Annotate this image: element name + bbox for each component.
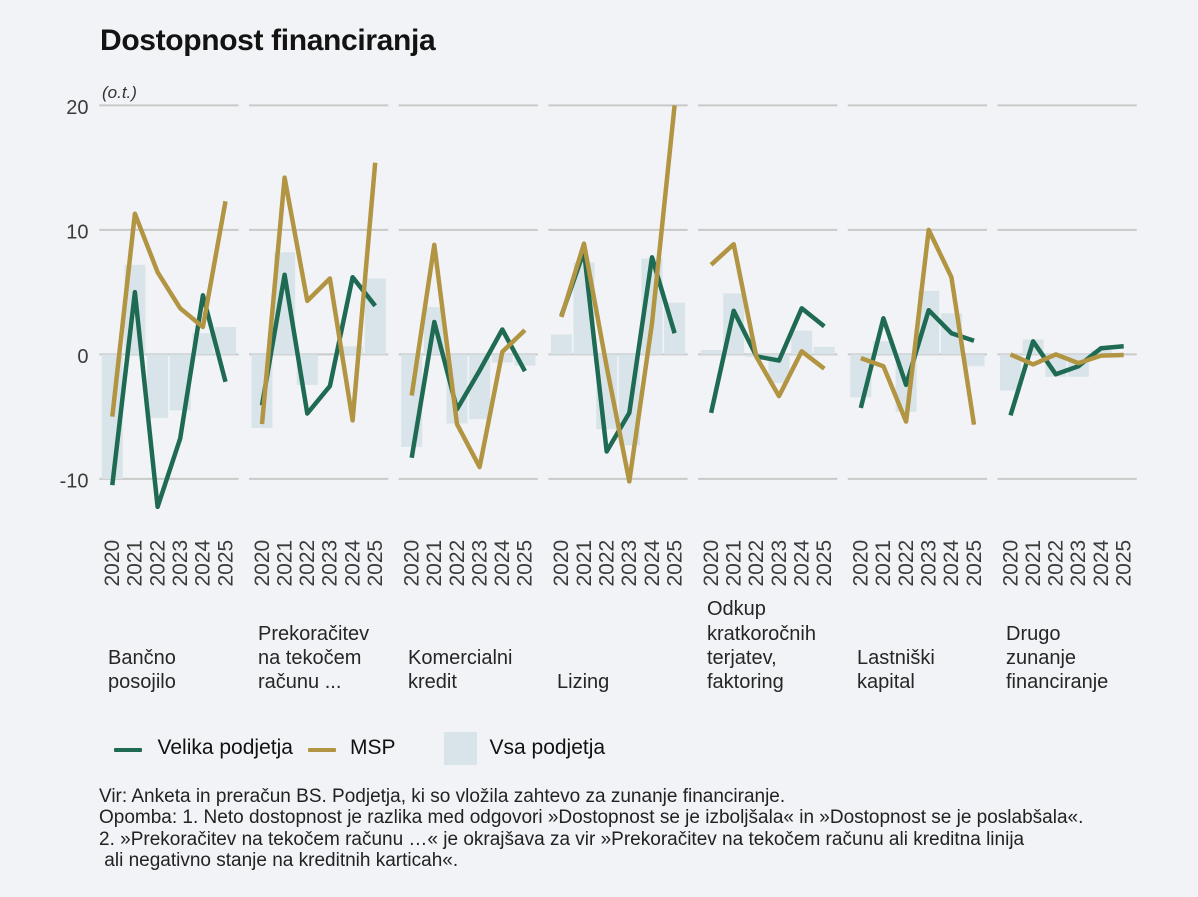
svg-text:2022: 2022 <box>596 540 619 587</box>
svg-text:2020: 2020 <box>550 540 573 587</box>
svg-text:2025: 2025 <box>214 540 237 587</box>
svg-text:2020: 2020 <box>850 540 873 587</box>
svg-text:2024: 2024 <box>791 539 814 586</box>
svg-text:2025: 2025 <box>963 540 986 587</box>
svg-text:2023: 2023 <box>918 540 941 587</box>
svg-text:2023: 2023 <box>1067 540 1090 587</box>
svg-text:2023: 2023 <box>618 540 641 587</box>
svg-text:2020: 2020 <box>251 540 274 587</box>
svg-text:2024: 2024 <box>1090 539 1113 586</box>
svg-text:2024: 2024 <box>641 539 664 586</box>
svg-text:2021: 2021 <box>124 540 147 587</box>
svg-text:2025: 2025 <box>663 540 686 587</box>
svg-text:-10: -10 <box>60 470 89 492</box>
svg-text:2022: 2022 <box>1045 540 1068 587</box>
svg-text:2025: 2025 <box>813 540 836 587</box>
svg-text:2024: 2024 <box>940 539 963 586</box>
svg-text:2025: 2025 <box>1113 540 1136 587</box>
svg-text:2023: 2023 <box>169 540 192 587</box>
svg-text:2022: 2022 <box>146 540 169 587</box>
svg-text:0: 0 <box>77 346 88 368</box>
svg-text:2024: 2024 <box>341 539 364 586</box>
svg-text:2024: 2024 <box>491 539 514 586</box>
svg-text:2021: 2021 <box>723 540 746 587</box>
svg-text:2022: 2022 <box>446 540 469 587</box>
svg-text:2022: 2022 <box>895 540 918 587</box>
svg-text:2022: 2022 <box>296 540 319 587</box>
svg-text:2025: 2025 <box>514 540 537 587</box>
svg-text:2025: 2025 <box>364 540 387 587</box>
svg-text:2020: 2020 <box>700 540 723 587</box>
svg-text:2020: 2020 <box>401 540 424 587</box>
svg-text:2021: 2021 <box>573 540 596 587</box>
svg-text:2020: 2020 <box>999 540 1022 587</box>
svg-text:2021: 2021 <box>1022 540 1045 587</box>
svg-text:2021: 2021 <box>273 540 296 587</box>
svg-text:2021: 2021 <box>872 540 895 587</box>
svg-text:20: 20 <box>66 97 88 119</box>
svg-text:10: 10 <box>66 221 88 243</box>
svg-text:2023: 2023 <box>468 540 491 587</box>
svg-text:2023: 2023 <box>319 540 342 587</box>
svg-text:2023: 2023 <box>768 540 791 587</box>
svg-text:2022: 2022 <box>745 540 768 587</box>
svg-text:2024: 2024 <box>192 539 215 586</box>
svg-text:2021: 2021 <box>423 540 446 587</box>
svg-text:2020: 2020 <box>101 540 124 587</box>
